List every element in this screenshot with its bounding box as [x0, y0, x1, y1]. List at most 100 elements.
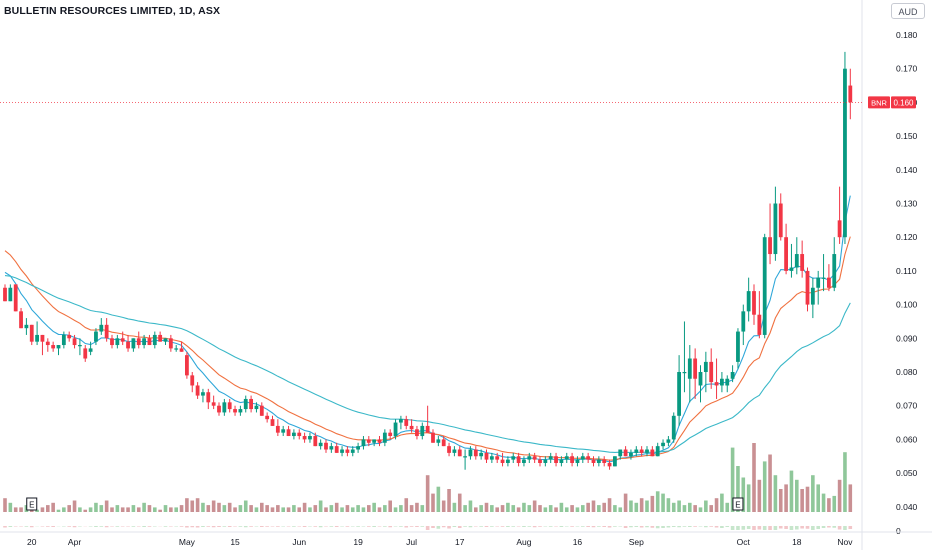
candle-body	[473, 449, 478, 457]
sub-volume-bar	[484, 526, 489, 527]
candle-body	[206, 392, 211, 403]
volume-bar	[147, 505, 152, 512]
sub-volume-bar	[254, 526, 259, 527]
candle-body	[174, 348, 179, 350]
volume-bar	[350, 507, 355, 512]
time-axis[interactable]: 20 Apr May 15 Jun 19 Jul 17 Aug 16 Sep Oct 18 Nov	[0, 531, 932, 547]
volume-bar	[618, 507, 623, 512]
sub-volume-bar	[843, 526, 847, 530]
candle-body	[158, 334, 163, 342]
volume-bar	[131, 505, 136, 512]
volume-bar	[741, 477, 746, 512]
sub-volume-bar	[238, 526, 243, 527]
candle-body	[810, 287, 815, 305]
sub-volume-bar	[564, 526, 569, 527]
candle-body	[147, 338, 152, 346]
price-tick-label: 0.150	[896, 131, 918, 141]
sub-volume-bar	[270, 526, 275, 527]
sub-volume-bar	[629, 526, 633, 528]
volume-bar	[72, 500, 77, 512]
candle-body	[377, 439, 382, 443]
volume-bar	[340, 507, 344, 512]
last-price-line: BNR 0.160	[0, 96, 916, 109]
sub-volume-bar	[431, 526, 435, 528]
price-tick-label: 0.040	[896, 502, 918, 512]
price-tick-label: 0.070	[896, 401, 918, 411]
time-tick-label: Jul	[406, 537, 417, 547]
candle-body	[789, 267, 794, 271]
volume-bar	[677, 500, 681, 512]
candle-body	[484, 452, 489, 460]
volume-tick-label: 0	[896, 526, 901, 536]
sub-volume-bar	[29, 526, 34, 528]
volume-bar	[19, 507, 23, 512]
volume-bar	[163, 505, 168, 512]
volume-bar	[725, 502, 730, 512]
candlesticks	[3, 51, 853, 470]
candle-body	[217, 405, 221, 413]
currency-button[interactable]: AUD	[891, 3, 925, 19]
earnings-event-marker[interactable]	[732, 497, 744, 511]
volume-bar	[201, 502, 205, 512]
sub-volume-bar	[147, 526, 152, 527]
volume-bars	[3, 443, 853, 530]
price-value-label: 0.160	[893, 98, 914, 107]
candle-body	[334, 446, 339, 453]
sub-volume-bar	[837, 526, 842, 530]
sub-volume-bar	[447, 526, 451, 529]
sub-volume-bar	[62, 526, 66, 527]
candle-body	[415, 429, 419, 437]
candle-body	[35, 334, 39, 342]
volume-bar	[383, 505, 387, 512]
sub-volume-bar	[179, 526, 184, 527]
sub-volume-bar	[586, 526, 590, 527]
price-axis[interactable]: 0.180 0.170 0.160 0.150 0.140 0.130 0.120 0.110…	[861, 0, 918, 550]
candle-body	[495, 456, 500, 460]
volume-bar	[254, 507, 259, 512]
sub-volume-bar	[195, 526, 200, 528]
sub-volume-bar	[650, 526, 655, 528]
volume-bar	[581, 505, 585, 512]
candle-body	[179, 348, 184, 352]
volume-bar	[249, 505, 253, 512]
candle-body	[661, 442, 665, 447]
volume-bar	[543, 507, 548, 512]
volume-bar	[3, 498, 7, 512]
candle-body	[634, 449, 639, 453]
sub-volume-bar	[78, 526, 82, 527]
sub-volume-bar	[527, 526, 532, 527]
sub-volume-bar	[13, 526, 18, 527]
volume-bar	[8, 502, 13, 512]
time-tick-label: May	[179, 537, 196, 547]
candle-body	[94, 331, 98, 342]
volume-bar	[784, 484, 788, 512]
volume-bar	[425, 475, 430, 512]
time-tick-label: Oct	[737, 537, 751, 547]
candle-body	[741, 311, 746, 332]
sub-volume-bar	[372, 526, 376, 527]
volume-bar	[190, 500, 195, 512]
earnings-event-marker[interactable]	[26, 497, 38, 511]
sub-volume-bar	[126, 526, 130, 527]
candle-body	[88, 348, 93, 352]
volume-bar	[270, 507, 275, 512]
sub-volume-bar	[709, 526, 713, 527]
volume-bar	[158, 509, 162, 512]
sub-volume-bar	[602, 526, 606, 527]
sub-volume-bar	[768, 526, 772, 530]
volume-bar	[597, 505, 601, 512]
volume-bar	[661, 493, 665, 512]
sub-volume-bar	[778, 526, 783, 529]
candle-body	[222, 402, 227, 413]
sub-volume-bar	[463, 526, 467, 527]
volume-bar	[666, 498, 671, 512]
volume-bar	[67, 505, 71, 512]
sub-volume-bar	[720, 526, 724, 528]
volume-bar	[773, 475, 778, 512]
volume-bar	[762, 461, 767, 512]
volume-bar	[789, 470, 794, 512]
candle-body	[623, 449, 628, 457]
candle-body	[618, 449, 623, 457]
